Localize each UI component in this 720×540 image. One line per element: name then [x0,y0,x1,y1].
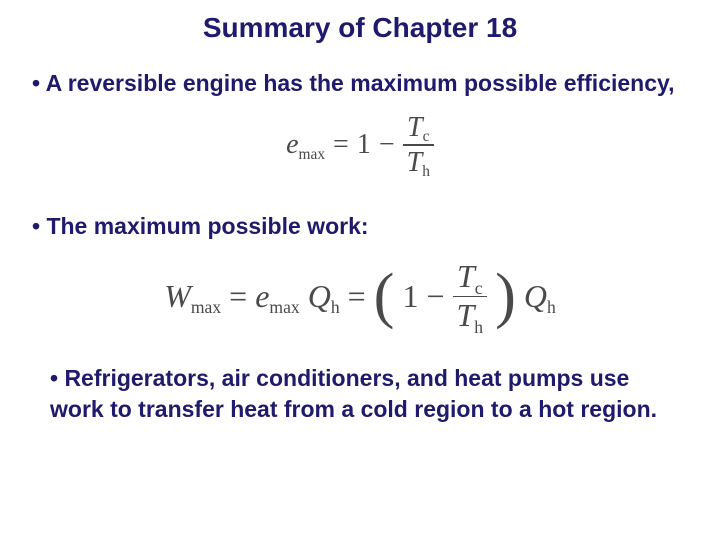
fraction-numerator: Tc [403,113,433,142]
formula-efficiency: emax = 1 − Tc Th [32,113,688,177]
equals-sign: = [229,278,247,315]
equals-sign: = [333,129,349,161]
slide-title: Summary of Chapter 18 [32,12,688,44]
fraction-denominator: Th [403,148,434,177]
fraction-bar [403,144,434,146]
equals-sign: = [348,278,366,315]
number-one: 1 [402,278,418,315]
fraction-tc-th: Tc Th [453,260,488,333]
fraction-numerator: Tc [453,260,487,294]
left-paren: ( [374,271,395,321]
symbol-w-max: Wmax [164,278,221,315]
symbol-qh-2: Qh [524,278,556,315]
formula-efficiency-expr: emax = 1 − Tc Th [286,113,434,177]
minus-sign: − [426,278,444,315]
bullet-efficiency: • A reversible engine has the maximum po… [32,68,688,99]
bullet-refrigerators: • Refrigerators, air conditioners, and h… [50,363,688,425]
symbol-qh-1: Qh [308,278,340,315]
right-paren: ) [495,271,516,321]
bullet-max-work: • The maximum possible work: [32,211,688,242]
formula-max-work: Wmax = emax Qh = ( 1 − Tc Th ) Qh [32,260,688,333]
symbol-e-max: emax [255,278,300,315]
fraction-denominator: Th [453,299,488,333]
formula-max-work-expr: Wmax = emax Qh = ( 1 − Tc Th ) Qh [164,260,556,333]
fraction-tc-th: Tc Th [403,113,434,177]
number-one: 1 [357,129,371,161]
minus-sign: − [379,129,395,161]
slide: Summary of Chapter 18 • A reversible eng… [0,0,720,540]
symbol-e: emax [286,129,325,161]
